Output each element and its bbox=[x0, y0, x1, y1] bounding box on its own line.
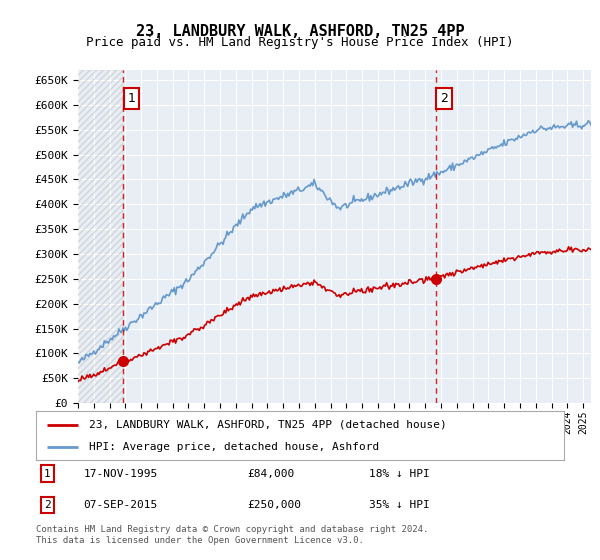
Text: £250,000: £250,000 bbox=[247, 500, 301, 510]
Text: Price paid vs. HM Land Registry's House Price Index (HPI): Price paid vs. HM Land Registry's House … bbox=[86, 36, 514, 49]
Text: Contains HM Land Registry data © Crown copyright and database right 2024.
This d: Contains HM Land Registry data © Crown c… bbox=[36, 525, 428, 545]
Text: 07-SEP-2015: 07-SEP-2015 bbox=[83, 500, 158, 510]
Text: 17-NOV-1995: 17-NOV-1995 bbox=[83, 469, 158, 479]
Text: 2: 2 bbox=[44, 500, 50, 510]
Text: 2: 2 bbox=[440, 92, 448, 105]
Text: 18% ↓ HPI: 18% ↓ HPI bbox=[368, 469, 430, 479]
Text: £84,000: £84,000 bbox=[247, 469, 295, 479]
Text: 23, LANDBURY WALK, ASHFORD, TN25 4PP: 23, LANDBURY WALK, ASHFORD, TN25 4PP bbox=[136, 24, 464, 39]
Text: HPI: Average price, detached house, Ashford: HPI: Average price, detached house, Ashf… bbox=[89, 441, 379, 451]
Text: 23, LANDBURY WALK, ASHFORD, TN25 4PP (detached house): 23, LANDBURY WALK, ASHFORD, TN25 4PP (de… bbox=[89, 420, 446, 430]
Text: 1: 1 bbox=[127, 92, 135, 105]
Text: 35% ↓ HPI: 35% ↓ HPI bbox=[368, 500, 430, 510]
Text: 1: 1 bbox=[44, 469, 50, 479]
